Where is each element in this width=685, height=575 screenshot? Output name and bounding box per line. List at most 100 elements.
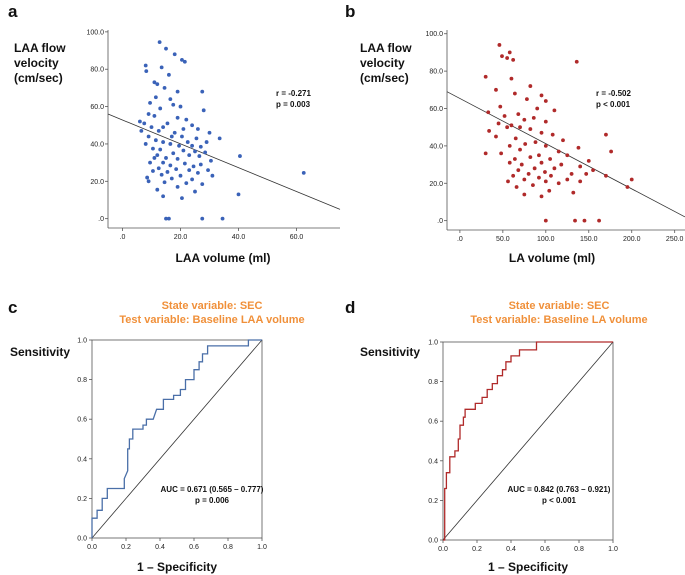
panel-d-ytick-label: 0.8 [428, 379, 438, 386]
panel-a-point [146, 179, 151, 184]
panel-b-point [526, 172, 531, 176]
panel-a-point [177, 143, 181, 148]
panel-a-point [207, 130, 212, 135]
panel-b-point [516, 168, 521, 173]
panel-b-point [498, 104, 503, 109]
panel-b-point [506, 179, 510, 184]
panel-c-xtick-label: 0.4 [155, 544, 165, 551]
panel-b-point [573, 218, 577, 223]
panel-c-ytick-label: 0.2 [77, 496, 87, 503]
panel-b-point [571, 190, 576, 195]
panel-a-xtick-label: .0 [120, 234, 126, 241]
panel-a-point [174, 167, 179, 172]
panel-b-point [500, 54, 504, 59]
panel-d-ytick-label: 0.2 [428, 498, 438, 505]
panel-a-point [238, 154, 242, 158]
panel-d-subtitle-line: State variable: SEC [509, 300, 610, 312]
panel-b-point [569, 172, 574, 176]
panel-a-point [175, 89, 180, 94]
panel-d-stat-line: p < 0.001 [542, 496, 577, 505]
panel-b-point [507, 143, 512, 148]
panel-a-point [152, 114, 157, 118]
panel-a-point [165, 170, 170, 174]
panel-a-point [210, 173, 215, 178]
panel-b-point [543, 179, 548, 184]
panel-a-point [196, 170, 200, 175]
panel-b-point [487, 129, 492, 133]
panel-a-point [145, 175, 150, 180]
panel-d-ytick-label: 0.6 [428, 419, 438, 426]
panel-b-xtick-label: 200.0 [623, 236, 641, 243]
panel-a-point [193, 149, 197, 154]
panel-a-ytick-label: 60.0 [90, 104, 104, 111]
panel-b-point [494, 87, 498, 92]
panel-a-xtick-label: 20.0 [174, 234, 188, 241]
panel-b-ylabel-line: LAA flow [360, 41, 412, 55]
panel-b-point [537, 175, 541, 180]
panel-a-point [190, 177, 195, 182]
panel-b-point [509, 123, 514, 128]
panel-b-point [528, 155, 533, 160]
panel-b-point [548, 157, 553, 161]
panel-b-point [525, 97, 529, 102]
panel-d-xtick-label: 0.0 [438, 546, 448, 553]
panel-a-point [156, 166, 161, 171]
panel-c-xtick-label: 0.2 [121, 544, 131, 551]
panel-a-point [198, 162, 203, 167]
panel-a-point [175, 185, 180, 189]
panel-a-point [164, 46, 168, 51]
panel-a-point [178, 104, 183, 109]
panel-b-point [556, 149, 561, 154]
panel-a-point [200, 182, 205, 187]
panel-a-point [181, 127, 186, 131]
panel-a-point [151, 169, 155, 173]
panel-a-point [171, 151, 176, 156]
panel-b-point [578, 164, 583, 169]
panel-b-point [539, 160, 544, 165]
panel-a-point [184, 117, 189, 122]
panel-a-point [148, 160, 152, 165]
panel-a-xlabel: LAA volume (ml) [176, 251, 271, 265]
panel-b-point [604, 132, 608, 137]
panel-b-point [574, 59, 579, 64]
panel-a-point [191, 164, 196, 169]
panel-a-point [148, 100, 152, 105]
panel-a-point [159, 172, 164, 177]
panel-d-xtick-label: 0.8 [574, 546, 584, 553]
panel-b-point [543, 119, 548, 124]
panel-b-point [522, 177, 527, 182]
panel-b-point [559, 162, 564, 167]
panel-b-point [505, 56, 510, 60]
panel-a-point [167, 216, 171, 221]
panel-a-point [182, 161, 187, 166]
panel-b-point [531, 115, 536, 120]
panel-b-point [625, 185, 630, 189]
panel-a-point [175, 156, 180, 161]
panel-b-point [486, 110, 491, 115]
panel-b-point [629, 177, 634, 182]
panel-a-point [153, 138, 158, 143]
panel-b-point [502, 114, 507, 118]
panel-d-ytick-label: 0.4 [428, 458, 438, 465]
panel-a-point [180, 196, 184, 201]
panel-a-fit-line [107, 113, 341, 210]
panel-a-point [194, 136, 199, 141]
panel-a-point [181, 148, 186, 153]
panel-b-point [514, 185, 519, 189]
panel-b-point [565, 153, 570, 158]
panel-a-point [161, 140, 166, 144]
panel-a-point [168, 97, 173, 102]
panel-a-point [180, 57, 184, 62]
panel-b-point [539, 93, 544, 98]
panel-c-ytick-label: 0.0 [77, 536, 87, 543]
panel-a-point [162, 180, 167, 185]
panel-b-xlabel: LA volume (ml) [509, 251, 595, 265]
panel-c-xtick-label: 0.0 [87, 544, 97, 551]
panel-c-subtitle-line: State variable: SEC [162, 300, 263, 312]
panel-c-xlabel: 1 – Specificity [137, 560, 217, 574]
panel-a-point [155, 153, 160, 158]
panel-a-stat-line: p = 0.003 [276, 100, 311, 109]
panel-c-xtick-label: 0.8 [223, 544, 233, 551]
panel-a-ytick-label: .0 [98, 216, 104, 223]
panel-a-point [206, 168, 210, 172]
